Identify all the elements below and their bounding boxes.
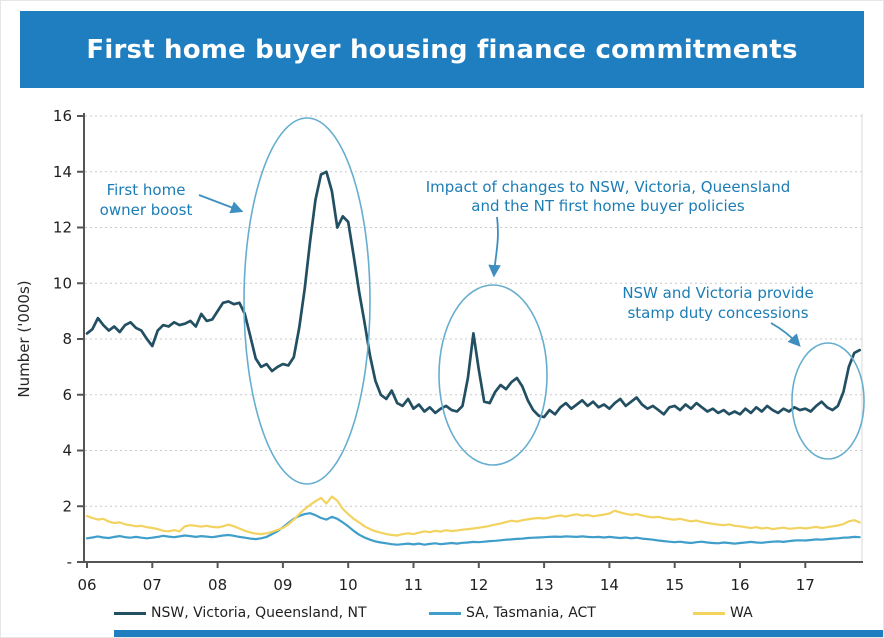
- axes: [77, 113, 863, 568]
- svg-text:09: 09: [273, 576, 292, 594]
- svg-text:6: 6: [62, 386, 72, 404]
- series-line-2: [85, 495, 861, 537]
- highlight-ellipse: [438, 284, 548, 466]
- svg-text:15: 15: [665, 576, 684, 594]
- annotation-stamp: NSW and Victoria provide stamp duty conce…: [622, 284, 813, 322]
- legend-label-sa-tas-act: SA, Tasmania, ACT: [466, 605, 596, 621]
- svg-text:16: 16: [730, 576, 749, 594]
- legend-label-nsw-vic-qld-nt: NSW, Victoria, Queensland, NT: [151, 605, 367, 621]
- x-axis-tick-labels: 06 07 08 09 10 11 12 13 14 15 16 17: [77, 576, 814, 594]
- highlight-ellipse: [791, 342, 865, 460]
- svg-text:11: 11: [404, 576, 423, 594]
- legend-item-nsw-vic-qld-nt: NSW, Victoria, Queensland, NT: [114, 605, 367, 621]
- legend-swatch-nsw-vic-qld-nt: [114, 611, 146, 615]
- svg-text:4: 4: [62, 442, 72, 460]
- highlight-ellipse: [243, 117, 371, 485]
- annotation-impact: Impact of changes to NSW, Victoria, Quee…: [426, 178, 791, 215]
- annotation-arrow: [198, 194, 244, 214]
- legend-swatch-wa: [693, 611, 725, 615]
- svg-text:10: 10: [339, 576, 358, 594]
- chart-legend: NSW, Victoria, Queensland, NT SA, Tasman…: [1, 602, 883, 628]
- svg-text:08: 08: [208, 576, 227, 594]
- series-line-1: [85, 512, 861, 546]
- svg-text:10: 10: [53, 274, 72, 292]
- annotation-arrow: [488, 216, 501, 278]
- annotation-ellipses: [243, 117, 865, 485]
- svg-text:16: 16: [53, 107, 72, 125]
- page-title: First home buyer housing finance commitm…: [86, 34, 798, 65]
- svg-text:07: 07: [143, 576, 162, 594]
- svg-text:-: -: [67, 553, 72, 571]
- svg-text:14: 14: [53, 163, 72, 181]
- svg-text:06: 06: [77, 576, 96, 594]
- annotation-texts: First home owner boost Impact of changes t…: [100, 178, 814, 322]
- svg-text:2: 2: [62, 497, 72, 515]
- legend-swatch-sa-tas-act: [429, 611, 461, 615]
- y-axis-title: Number ('000s): [15, 280, 33, 397]
- svg-text:8: 8: [62, 330, 72, 348]
- y-axis-tick-labels: 16 14 12 10 8 6 4 2 -: [53, 107, 72, 571]
- annotation-arrows: [198, 194, 801, 347]
- svg-text:13: 13: [535, 576, 554, 594]
- header-banner: First home buyer housing finance commitm…: [20, 11, 864, 88]
- legend-item-sa-tas-act: SA, Tasmania, ACT: [429, 605, 596, 621]
- svg-text:14: 14: [600, 576, 619, 594]
- svg-text:17: 17: [796, 576, 815, 594]
- series-lines: [85, 170, 862, 546]
- bottom-accent-bar: [114, 630, 883, 637]
- legend-item-wa: WA: [693, 605, 753, 621]
- svg-text:12: 12: [53, 219, 72, 237]
- annotation-boost: First home owner boost: [100, 181, 193, 219]
- annotation-arrow: [770, 322, 801, 347]
- svg-text:12: 12: [469, 576, 488, 594]
- series-line-0: [85, 170, 862, 419]
- legend-label-wa: WA: [730, 605, 753, 621]
